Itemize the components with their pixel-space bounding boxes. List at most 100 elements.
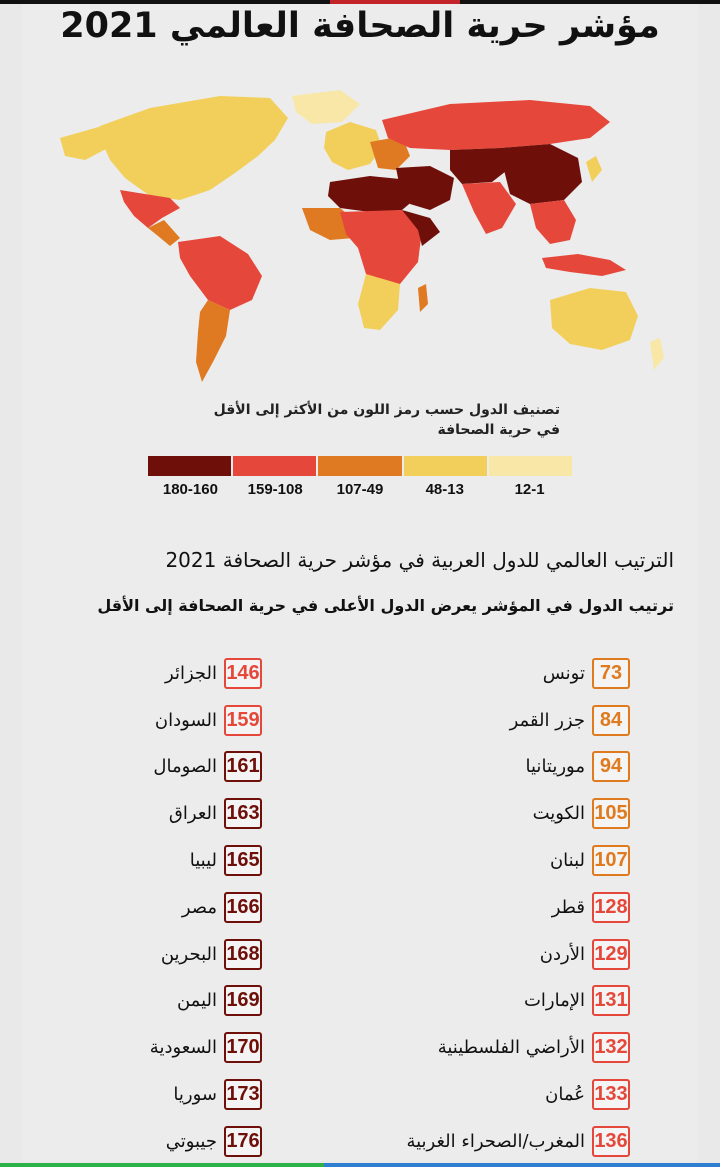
country-name: العراق (168, 803, 217, 825)
rank-badge: 105 (592, 798, 630, 830)
map-central-asia (450, 148, 510, 184)
map-south-america-north (178, 236, 262, 310)
top-accent-bar (0, 0, 720, 4)
country-name: الأردن (539, 943, 585, 965)
map-greenland (292, 90, 360, 124)
map-north-africa (328, 176, 414, 212)
rank-badge: 173 (224, 1079, 262, 1111)
country-name: لبنان (549, 850, 585, 872)
country-rank-row: 129 الأردن (330, 931, 630, 978)
map-middle-east (396, 166, 454, 210)
country-rank-row: 94 موريتانيا (330, 744, 630, 791)
legend-swatch-12-1 (488, 456, 573, 476)
country-rank-row: 132 الأراضي الفلسطينية (330, 1024, 630, 1071)
country-rank-row: 166 مصر (0, 884, 262, 931)
rank-badge: 168 (224, 938, 262, 970)
map-north-america (100, 96, 288, 200)
country-rank-row: 136 المغرب/الصحراء الغربية (330, 1118, 630, 1165)
rank-badge: 169 (224, 985, 262, 1017)
country-name: الصومال (153, 756, 217, 778)
legend-title-line-1: تصنيف الدول حسب رمز اللون من الأكثر إلى … (213, 402, 560, 418)
map-new-zealand (650, 338, 664, 370)
rank-badge: 176 (224, 1125, 262, 1157)
legend-swatch-107-49 (318, 456, 402, 476)
map-madagascar (418, 284, 428, 312)
world-press-freedom-map (60, 90, 664, 382)
map-indonesia (542, 254, 626, 276)
country-rank-row: 161 الصومال (0, 744, 262, 791)
map-southeast-asia (530, 200, 576, 244)
rank-badge: 136 (592, 1125, 630, 1157)
map-australia (550, 288, 638, 350)
country-name: ليبيا (189, 850, 217, 872)
country-rank-row: 165 ليبيا (0, 837, 262, 884)
country-rank-row: 73 تونس (330, 650, 630, 697)
rank-badge: 163 (224, 798, 262, 830)
legend-label: 159-108 (247, 481, 303, 498)
country-rank-row: 107 لبنان (330, 837, 630, 884)
legend-labels: 180-160 159-108 107-49 48-13 12-1 (148, 481, 572, 498)
country-rank-row: 159 السودان (0, 697, 262, 744)
country-name: الجزائر (165, 662, 217, 684)
country-rank-row: 173 سوريا (0, 1071, 262, 1118)
map-alaska (60, 126, 108, 160)
legend-swatch-159-108 (233, 456, 317, 476)
page-title: مؤشر حرية الصحافة العالمي 2021 (60, 6, 660, 46)
country-rank-row: 170 السعودية (0, 1024, 262, 1071)
legend-swatch-48-13 (403, 456, 487, 476)
country-name: الإمارات (523, 990, 585, 1012)
map-central-america (148, 220, 180, 246)
country-name: المغرب/الصحراء الغربية (406, 1130, 585, 1152)
rank-badge: 161 (224, 751, 262, 783)
map-russia (382, 100, 610, 150)
rank-badge: 132 (592, 1032, 630, 1064)
map-horn-of-africa (402, 210, 440, 246)
rank-badge: 84 (592, 704, 630, 736)
country-name: جزر القمر (509, 709, 585, 731)
country-name: السعودية (149, 1037, 217, 1059)
map-south-america-south (196, 300, 230, 382)
legend-title-line-2: في حرية الصحافة (437, 422, 560, 438)
rank-badge: 159 (224, 704, 262, 736)
rank-badge: 170 (224, 1032, 262, 1064)
rank-badge: 165 (224, 845, 262, 877)
rank-badge: 128 (592, 891, 630, 923)
map-africa-south (358, 274, 400, 330)
country-name: قطر (551, 896, 585, 918)
map-africa-central (340, 210, 422, 290)
map-south-asia (462, 182, 516, 234)
country-rank-row: 169 اليمن (0, 978, 262, 1025)
country-rank-row: 168 البحرين (0, 931, 262, 978)
legend-swatch-180-160 (148, 456, 232, 476)
country-name: السودان (154, 709, 217, 731)
legend-label: 180-160 (162, 481, 218, 498)
country-name: مصر (181, 896, 217, 918)
country-rank-row: 176 جيبوتي (0, 1118, 262, 1165)
country-rank-row: 146 الجزائر (0, 650, 262, 697)
country-name: اليمن (176, 990, 217, 1012)
rank-badge: 94 (592, 751, 630, 783)
ranking-subtitle: الترتيب العالمي للدول العربية في مؤشر حر… (165, 548, 674, 572)
map-europe-west (324, 122, 382, 170)
country-name: تونس (542, 662, 585, 684)
map-japan (586, 156, 602, 182)
legend-title: تصنيف الدول حسب رمز اللون من الأكثر إلى … (140, 400, 560, 440)
rank-badge: 107 (592, 845, 630, 877)
map-china (500, 144, 582, 204)
country-rank-row: 128 قطر (330, 884, 630, 931)
country-rank-row: 163 العراق (0, 790, 262, 837)
country-name: البحرين (160, 943, 217, 965)
country-name: الأراضي الفلسطينية (437, 1037, 585, 1059)
country-name: عُمان (545, 1084, 585, 1106)
country-name: موريتانيا (525, 756, 585, 778)
rank-badge: 166 (224, 891, 262, 923)
country-rank-row: 105 الكويت (330, 790, 630, 837)
country-rank-row: 133 عُمان (330, 1071, 630, 1118)
bottom-accent-bar (0, 1163, 720, 1167)
ranking-column-right: 73 تونس 84 جزر القمر 94 موريتانيا 105 الكويت 107… (330, 650, 630, 1165)
map-europe-east (370, 136, 410, 170)
map-mexico (120, 190, 180, 228)
country-name: الكويت (532, 803, 585, 825)
country-rank-row: 84 جزر القمر (330, 697, 630, 744)
rank-badge: 133 (592, 1079, 630, 1111)
